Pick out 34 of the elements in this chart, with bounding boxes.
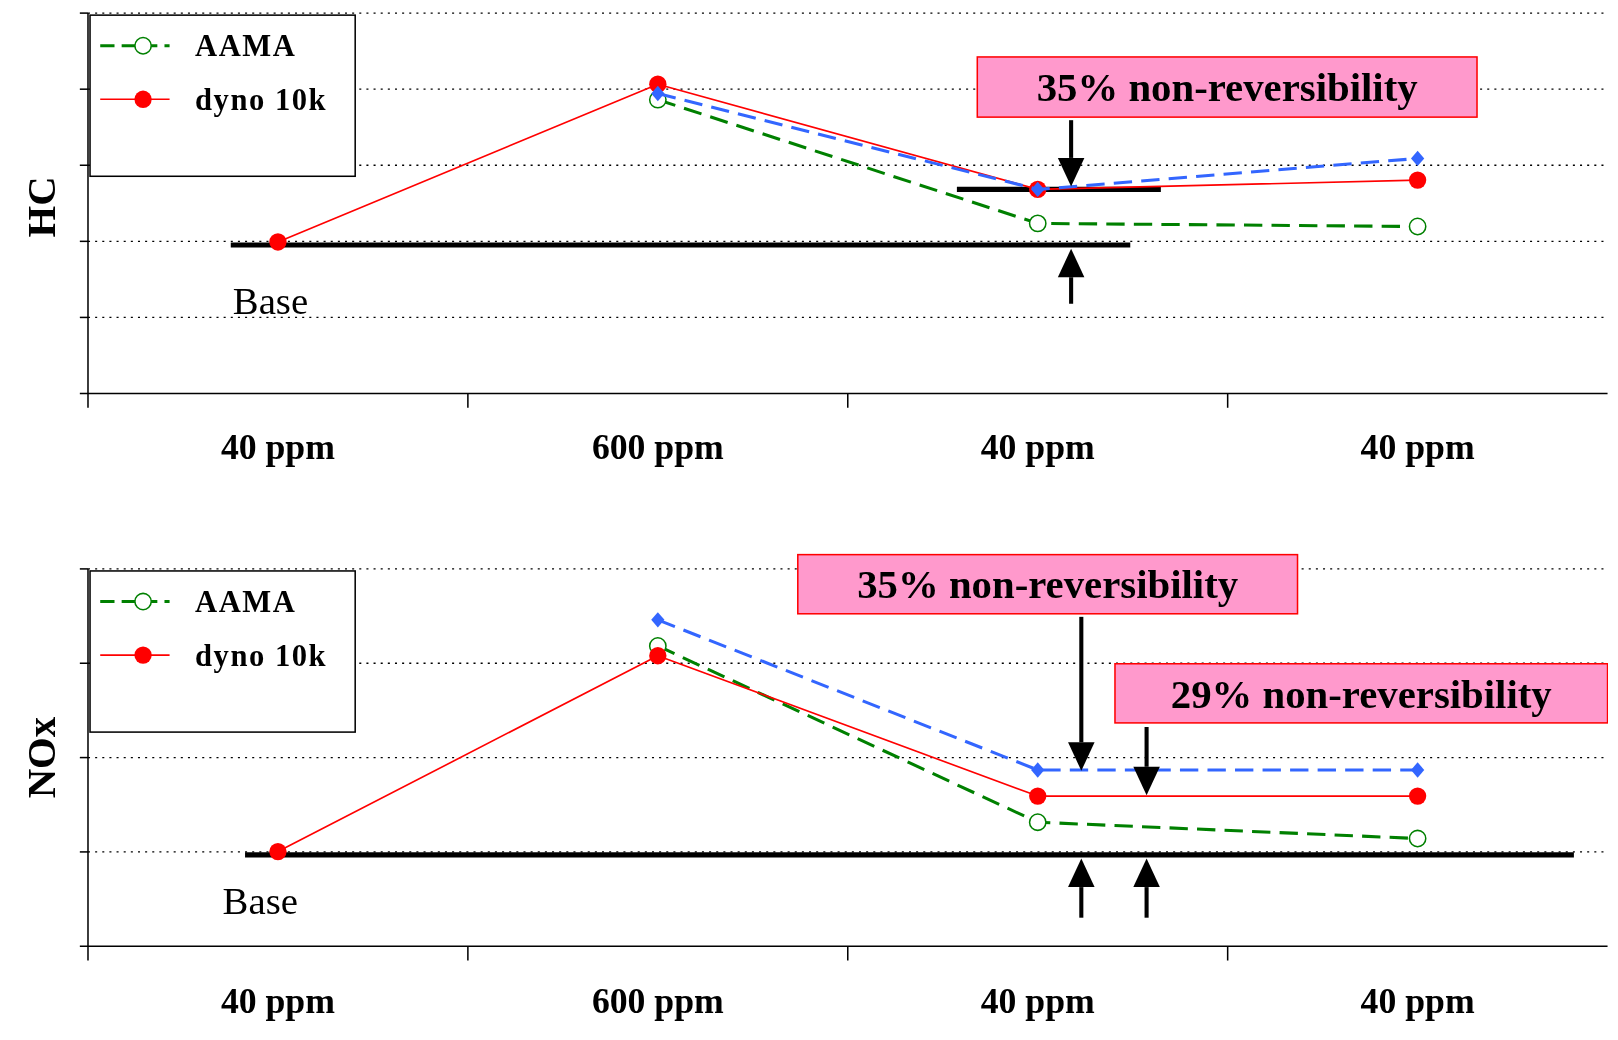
point — [1408, 217, 1427, 236]
x-tick-label: 40 ppm — [980, 980, 1095, 1021]
legend-label: dyno 10k — [195, 82, 328, 117]
point — [1408, 787, 1427, 805]
annotation: 35% non-reversibility — [1036, 65, 1418, 111]
x-tick-label: 600 ppm — [591, 980, 725, 1021]
legend-label: AAMA — [195, 585, 297, 620]
annotation: 29% non-reversibility — [1170, 671, 1552, 717]
text: 35% non-reversibility — [857, 562, 1239, 608]
x-tick-label: 40 ppm — [220, 426, 336, 467]
point — [1031, 762, 1045, 778]
point — [649, 647, 667, 665]
legend-label: AAMA — [195, 29, 297, 64]
y-axis-title: HC — [19, 176, 65, 238]
x-tick-label: 40 ppm — [980, 426, 1095, 467]
x-tick-label: 600 ppm — [591, 426, 725, 467]
point — [651, 612, 665, 628]
point — [1028, 214, 1047, 233]
x-tick-label: 40 ppm — [1360, 426, 1475, 467]
x-tick-label: 40 ppm — [1360, 980, 1475, 1021]
point — [1410, 150, 1425, 167]
legend-label: dyno 10k — [195, 638, 328, 673]
point — [269, 233, 287, 251]
point — [651, 85, 665, 102]
point — [1408, 171, 1427, 189]
ref-line-label: Base — [222, 878, 298, 922]
point — [1029, 787, 1047, 805]
y-axis-title: NOx — [19, 716, 65, 799]
point — [1408, 829, 1427, 848]
x-tick-label: 40 ppm — [220, 980, 336, 1021]
point — [1410, 762, 1425, 778]
point — [269, 842, 287, 861]
point — [1028, 813, 1047, 832]
ref-line-label: Base — [232, 278, 309, 322]
